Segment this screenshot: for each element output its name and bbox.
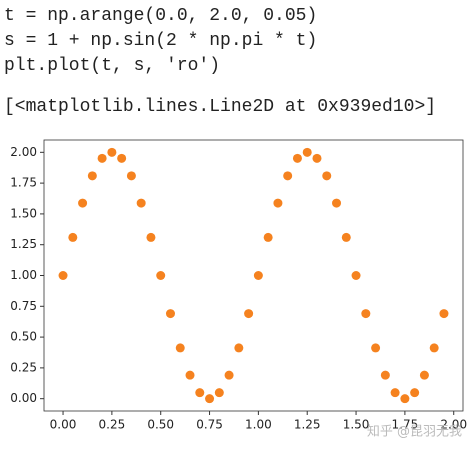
point <box>263 232 273 242</box>
code-line: t = np.arange(0.0, 2.0, 0.05) <box>4 6 318 26</box>
point <box>97 153 107 163</box>
point <box>58 271 68 280</box>
point <box>292 153 302 163</box>
x-tick-label: 1.00 <box>245 418 272 432</box>
point <box>195 388 205 398</box>
point <box>283 171 293 181</box>
point <box>322 171 332 181</box>
x-tick-label: 1.25 <box>294 418 321 432</box>
point <box>205 394 215 404</box>
code-line: s = 1 + np.sin(2 * np.pi * t) <box>4 31 318 51</box>
point <box>419 370 429 380</box>
point <box>371 343 381 353</box>
y-tick-label: 0.50 <box>10 330 37 344</box>
point <box>185 370 195 380</box>
point <box>302 147 312 157</box>
point <box>400 394 410 404</box>
point <box>341 232 351 242</box>
y-tick-label: 1.00 <box>10 268 37 282</box>
point <box>439 309 449 319</box>
point <box>87 171 97 181</box>
point <box>312 153 322 163</box>
code-line: plt.plot(t, s, 'ro') <box>4 56 221 76</box>
x-tick-label: 0.00 <box>50 418 77 432</box>
x-tick-label: 0.25 <box>99 418 126 432</box>
axes-frame <box>43 139 464 412</box>
point <box>146 232 156 242</box>
point <box>253 271 263 280</box>
y-tick-label: 2.00 <box>10 145 37 159</box>
x-tick-label: 1.50 <box>343 418 370 432</box>
y-tick-label: 0.75 <box>10 299 37 313</box>
point <box>380 370 390 380</box>
point <box>214 388 224 398</box>
x-tick-label: 0.50 <box>147 418 174 432</box>
point <box>410 388 420 398</box>
point <box>361 309 371 319</box>
x-tick-label: 2.00 <box>440 418 467 432</box>
y-tick-label: 1.75 <box>10 176 37 190</box>
point <box>107 147 117 157</box>
point <box>78 198 88 208</box>
point <box>165 309 175 319</box>
point <box>126 171 136 181</box>
x-tick-label: 1.75 <box>392 418 419 432</box>
point <box>273 198 283 208</box>
x-tick-label: 0.75 <box>196 418 223 432</box>
y-tick-label: 1.25 <box>10 237 37 251</box>
watermark: 知乎 @昆羽无我 <box>367 424 462 440</box>
point <box>244 309 254 319</box>
point <box>390 388 400 398</box>
point <box>429 343 439 353</box>
point <box>117 153 127 163</box>
point <box>175 343 185 353</box>
y-tick-label: 0.25 <box>10 360 37 374</box>
output-text: [<matplotlib.lines.Line2D at 0x939ed10>] <box>4 97 437 117</box>
y-tick-label: 0.00 <box>10 391 37 405</box>
point <box>234 343 244 353</box>
point <box>224 370 234 380</box>
point <box>136 198 146 208</box>
point <box>156 271 166 280</box>
point <box>68 232 78 242</box>
y-tick-label: 1.50 <box>10 206 37 220</box>
point <box>351 271 361 280</box>
point <box>332 198 342 208</box>
